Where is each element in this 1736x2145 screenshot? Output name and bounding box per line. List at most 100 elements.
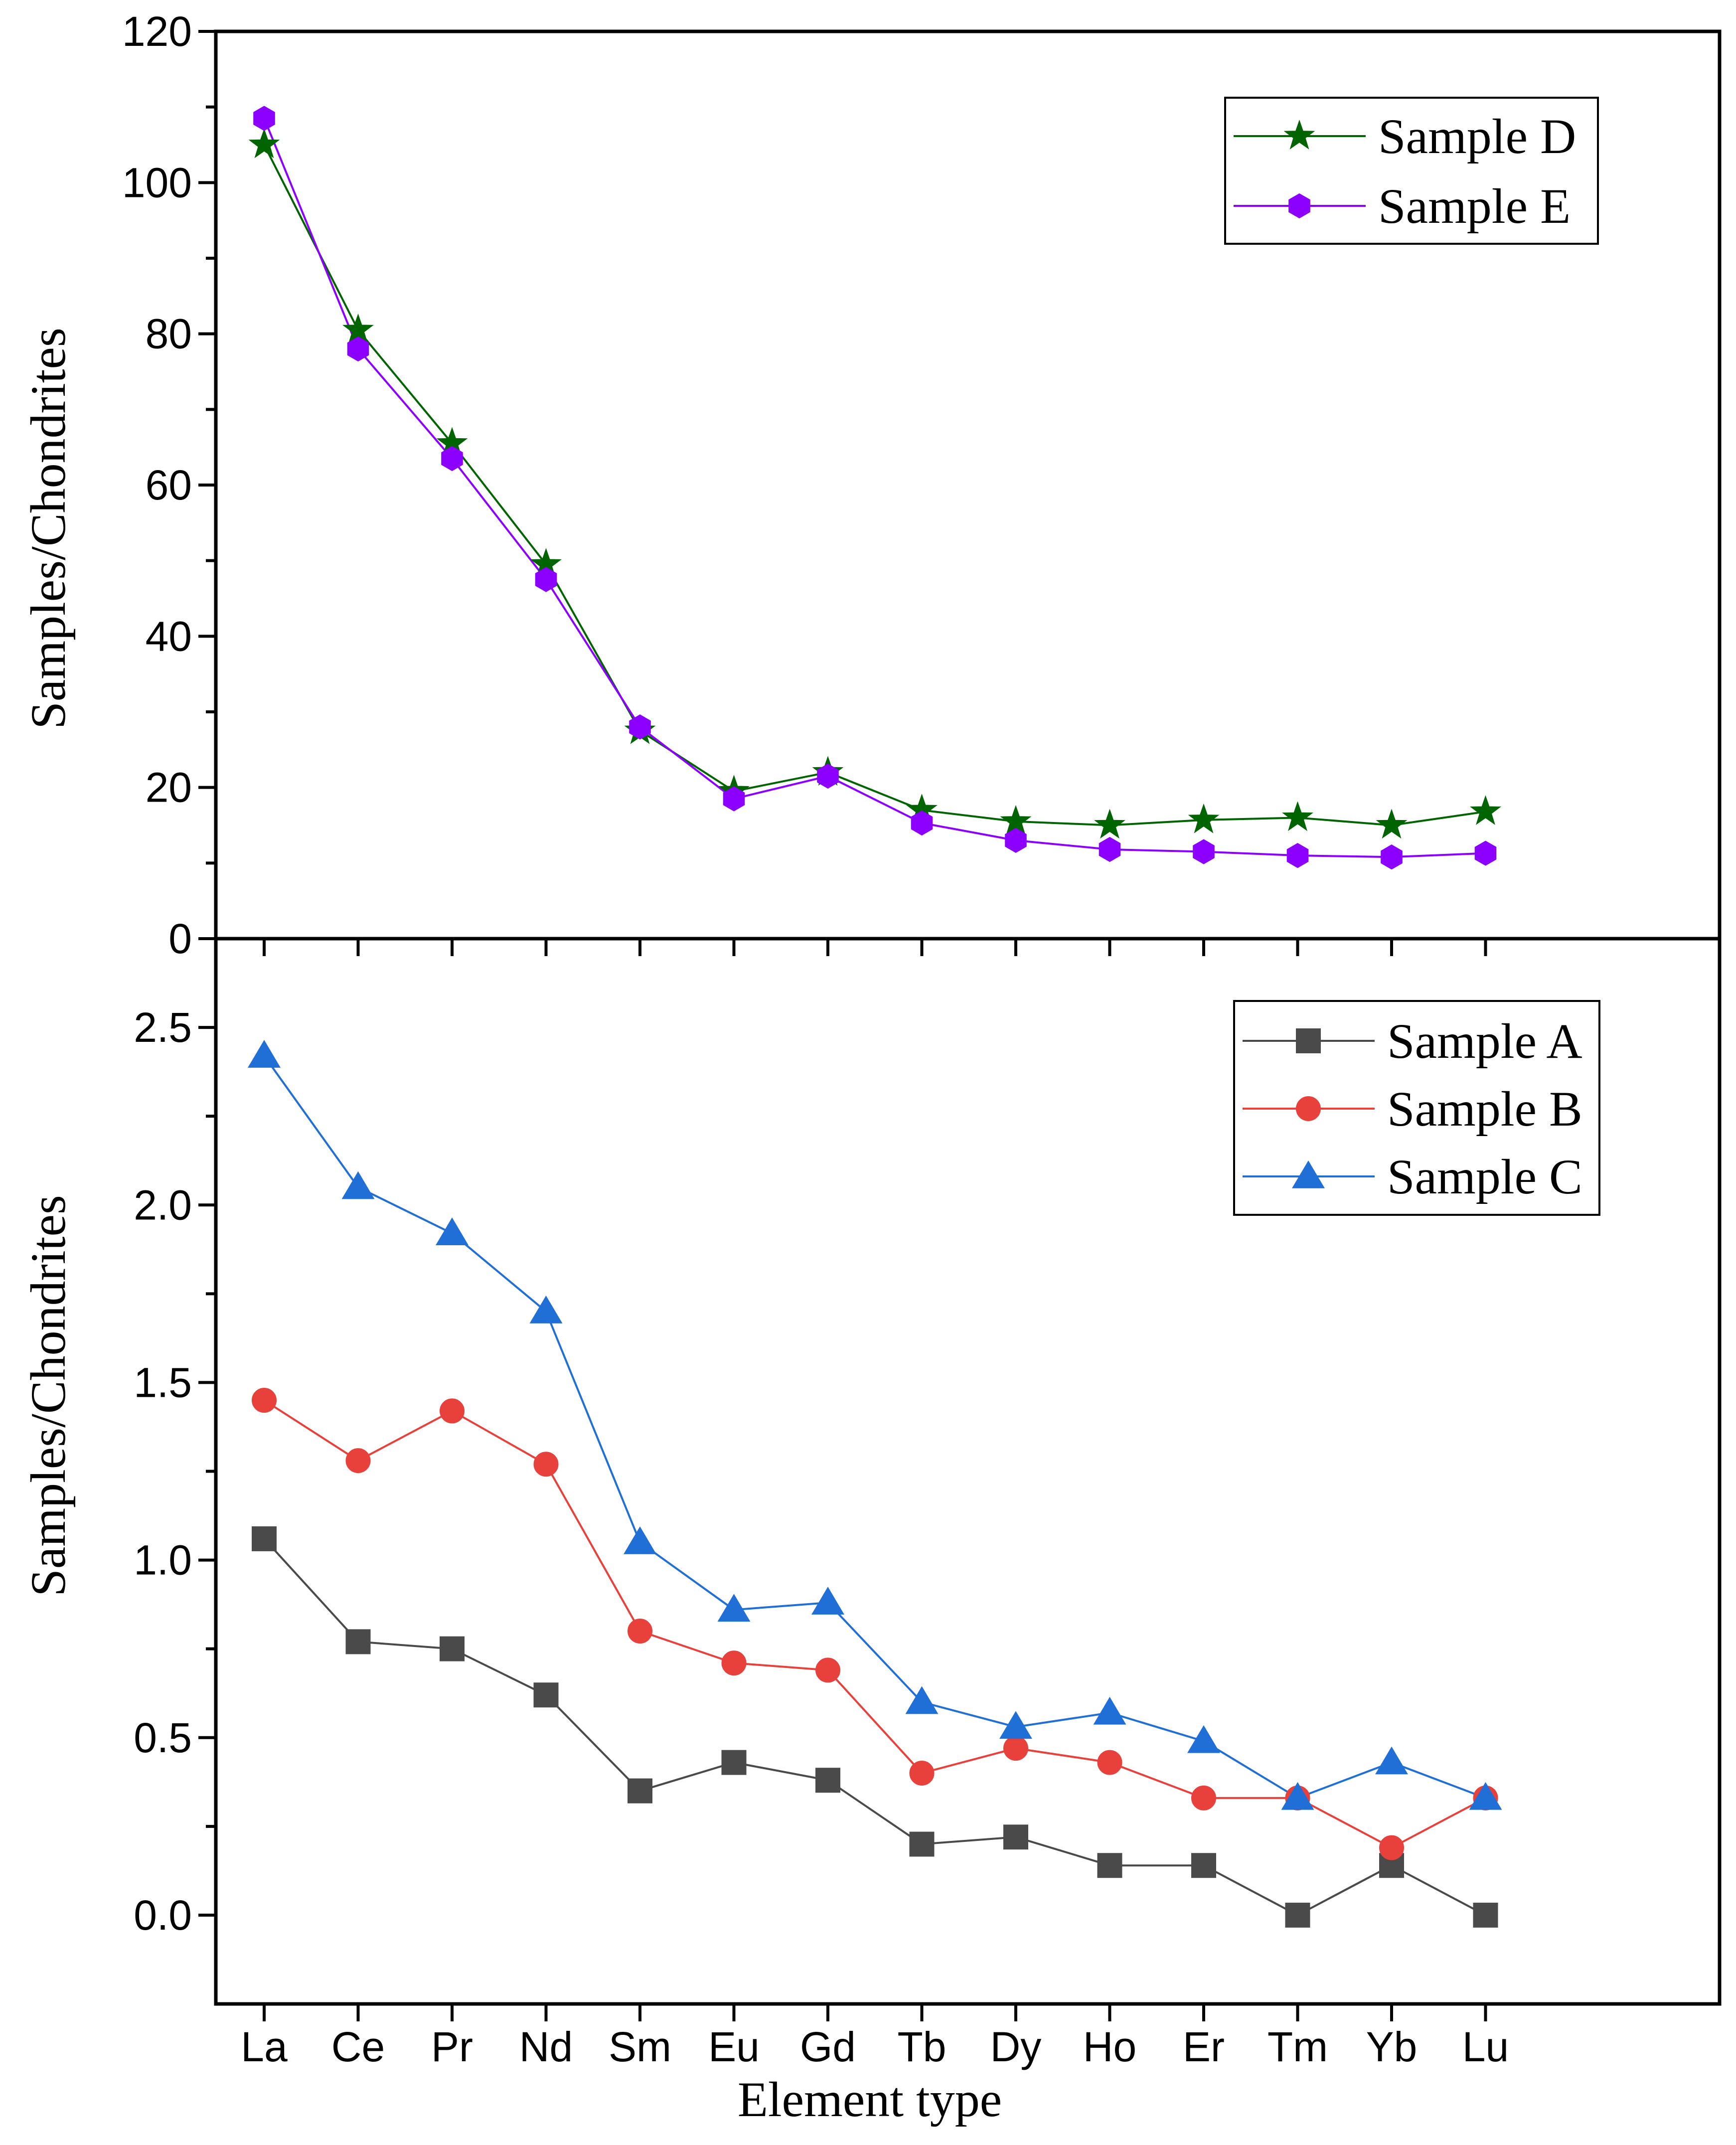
data-point-sample-b bbox=[345, 1448, 371, 1474]
data-point-sample-d bbox=[1000, 805, 1032, 835]
data-point-sample-c bbox=[436, 1217, 469, 1246]
legend-label: Sample D bbox=[1378, 109, 1576, 164]
data-point-sample-e bbox=[723, 786, 745, 812]
x-tick-label: Dy bbox=[990, 2023, 1042, 2070]
x-tick-label: Gd bbox=[800, 2023, 856, 2070]
y-tick-label: 0.0 bbox=[134, 1892, 192, 1939]
data-point-sample-d bbox=[1470, 795, 1501, 825]
data-point-sample-e bbox=[1099, 836, 1121, 862]
x-tick-label: Sm bbox=[609, 2023, 671, 2070]
y-tick-label: 0 bbox=[168, 915, 192, 962]
data-point-sample-b bbox=[1379, 1835, 1404, 1860]
x-tick-label: Tm bbox=[1267, 2023, 1328, 2070]
data-point-sample-a bbox=[815, 1768, 840, 1793]
x-tick-label: La bbox=[241, 2023, 288, 2070]
top-y-axis-title: Samples/Chondrites bbox=[20, 328, 76, 729]
top-y-axis: 0 20 40 60 80 100 120 bbox=[122, 8, 1487, 962]
data-point-sample-b bbox=[1191, 1785, 1216, 1811]
series-line-sample-a bbox=[263, 1538, 1486, 1917]
data-point-sample-c bbox=[1281, 1782, 1314, 1810]
y-tick-label: 120 bbox=[122, 8, 192, 55]
data-point-sample-a bbox=[533, 1682, 559, 1708]
data-point-sample-c bbox=[1187, 1725, 1220, 1753]
data-point-sample-d bbox=[1188, 803, 1220, 833]
x-tick-label: Nd bbox=[519, 2023, 573, 2070]
x-tick-label: Er bbox=[1183, 2023, 1225, 2070]
data-point-sample-b bbox=[721, 1650, 747, 1676]
data-point-sample-c bbox=[717, 1594, 751, 1622]
x-tick-label: Ho bbox=[1083, 2023, 1136, 2070]
legend-label: Sample E bbox=[1378, 178, 1571, 234]
legend-marker bbox=[1288, 193, 1310, 219]
y-tick-label: 100 bbox=[122, 159, 192, 206]
top-legend-box bbox=[1224, 97, 1599, 245]
bottom-y-axis-title: Samples/Chondrites bbox=[20, 1195, 76, 1597]
bottom-y-axis: 0.0 0.5 1.0 1.5 2.0 2.5 bbox=[134, 1004, 216, 1939]
data-point-sample-e bbox=[1005, 827, 1027, 853]
data-point-sample-b bbox=[1003, 1736, 1028, 1761]
data-point-sample-e bbox=[1381, 844, 1403, 870]
data-point-sample-c bbox=[529, 1295, 563, 1323]
x-axis-title: Element type bbox=[738, 2072, 1002, 2127]
data-point-sample-e bbox=[911, 810, 933, 836]
bottom-series-group bbox=[248, 1040, 1502, 1928]
data-point-sample-a bbox=[252, 1526, 277, 1551]
series-line-sample-e bbox=[263, 118, 1486, 858]
top-series-group bbox=[248, 106, 1501, 870]
x-tick-label: Lu bbox=[1462, 2023, 1509, 2070]
y-tick-label: 2.5 bbox=[134, 1004, 192, 1051]
data-point-sample-c bbox=[624, 1526, 656, 1554]
data-point-sample-c bbox=[999, 1711, 1032, 1739]
x-tick-label: Tb bbox=[897, 2023, 946, 2070]
x-tick-label: Pr bbox=[431, 2023, 473, 2070]
y-tick-label: 1.5 bbox=[134, 1359, 192, 1406]
data-point-sample-a bbox=[721, 1750, 747, 1775]
data-point-sample-c bbox=[1469, 1782, 1502, 1810]
legend-label: Sample A bbox=[1387, 1013, 1582, 1069]
series-line-sample-d bbox=[263, 144, 1486, 826]
data-point-sample-c bbox=[1375, 1746, 1408, 1775]
series-line-sample-b bbox=[263, 1399, 1486, 1849]
data-point-sample-e bbox=[347, 336, 369, 362]
data-point-sample-e bbox=[1193, 839, 1215, 864]
data-point-sample-b bbox=[252, 1388, 277, 1413]
data-point-sample-c bbox=[811, 1587, 844, 1615]
x-tick-label: Eu bbox=[708, 2023, 760, 2070]
data-point-sample-a bbox=[909, 1831, 935, 1857]
data-point-sample-e bbox=[253, 106, 275, 131]
x-tick-label: Ce bbox=[331, 2023, 385, 2070]
data-point-sample-e bbox=[817, 763, 839, 789]
data-point-sample-b bbox=[628, 1619, 652, 1644]
data-point-sample-d bbox=[342, 314, 374, 343]
series-line-sample-c bbox=[263, 1055, 1486, 1800]
bottom-legend: Sample A Sample B Sample C bbox=[1233, 1000, 1600, 1216]
data-point-sample-e bbox=[629, 714, 651, 740]
data-point-sample-d bbox=[248, 128, 280, 159]
legend-marker bbox=[1283, 119, 1315, 150]
data-point-sample-c bbox=[1093, 1696, 1126, 1725]
top-panel: 0 20 40 60 80 100 120 Samples/Chondrites Sampl… bbox=[20, 8, 1722, 962]
y-tick-label: 60 bbox=[146, 462, 192, 508]
y-tick-label: 2.0 bbox=[134, 1181, 192, 1228]
data-point-sample-c bbox=[341, 1171, 375, 1199]
legend-marker bbox=[1296, 1028, 1321, 1053]
data-point-sample-c bbox=[248, 1040, 281, 1068]
legend-marker bbox=[1296, 1096, 1321, 1121]
data-point-sample-d bbox=[1282, 801, 1313, 831]
data-point-sample-b bbox=[815, 1657, 840, 1683]
data-point-sample-a bbox=[440, 1636, 465, 1661]
data-point-sample-d bbox=[1376, 809, 1408, 839]
data-point-sample-a bbox=[1191, 1853, 1216, 1878]
data-point-sample-e bbox=[1474, 840, 1497, 866]
data-point-sample-e bbox=[535, 567, 557, 592]
data-point-sample-a bbox=[1097, 1853, 1122, 1878]
bottom-x-axis: La Ce Pr Nd Sm Eu Gd Tb Dy Ho Er Tm Yb Lu bbox=[241, 2004, 1509, 2070]
y-tick-label: 80 bbox=[146, 311, 192, 357]
data-point-sample-a bbox=[628, 1778, 652, 1804]
legend-label: Sample C bbox=[1387, 1149, 1582, 1204]
y-tick-label: 40 bbox=[146, 613, 192, 660]
bottom-panel: 0.0 0.5 1.0 1.5 2.0 2.5 La Ce Pr Nd Sm Eu Gd Tb Dy Ho E… bbox=[20, 937, 1722, 2127]
legend-label: Sample B bbox=[1387, 1081, 1582, 1137]
data-point-sample-b bbox=[909, 1760, 935, 1786]
